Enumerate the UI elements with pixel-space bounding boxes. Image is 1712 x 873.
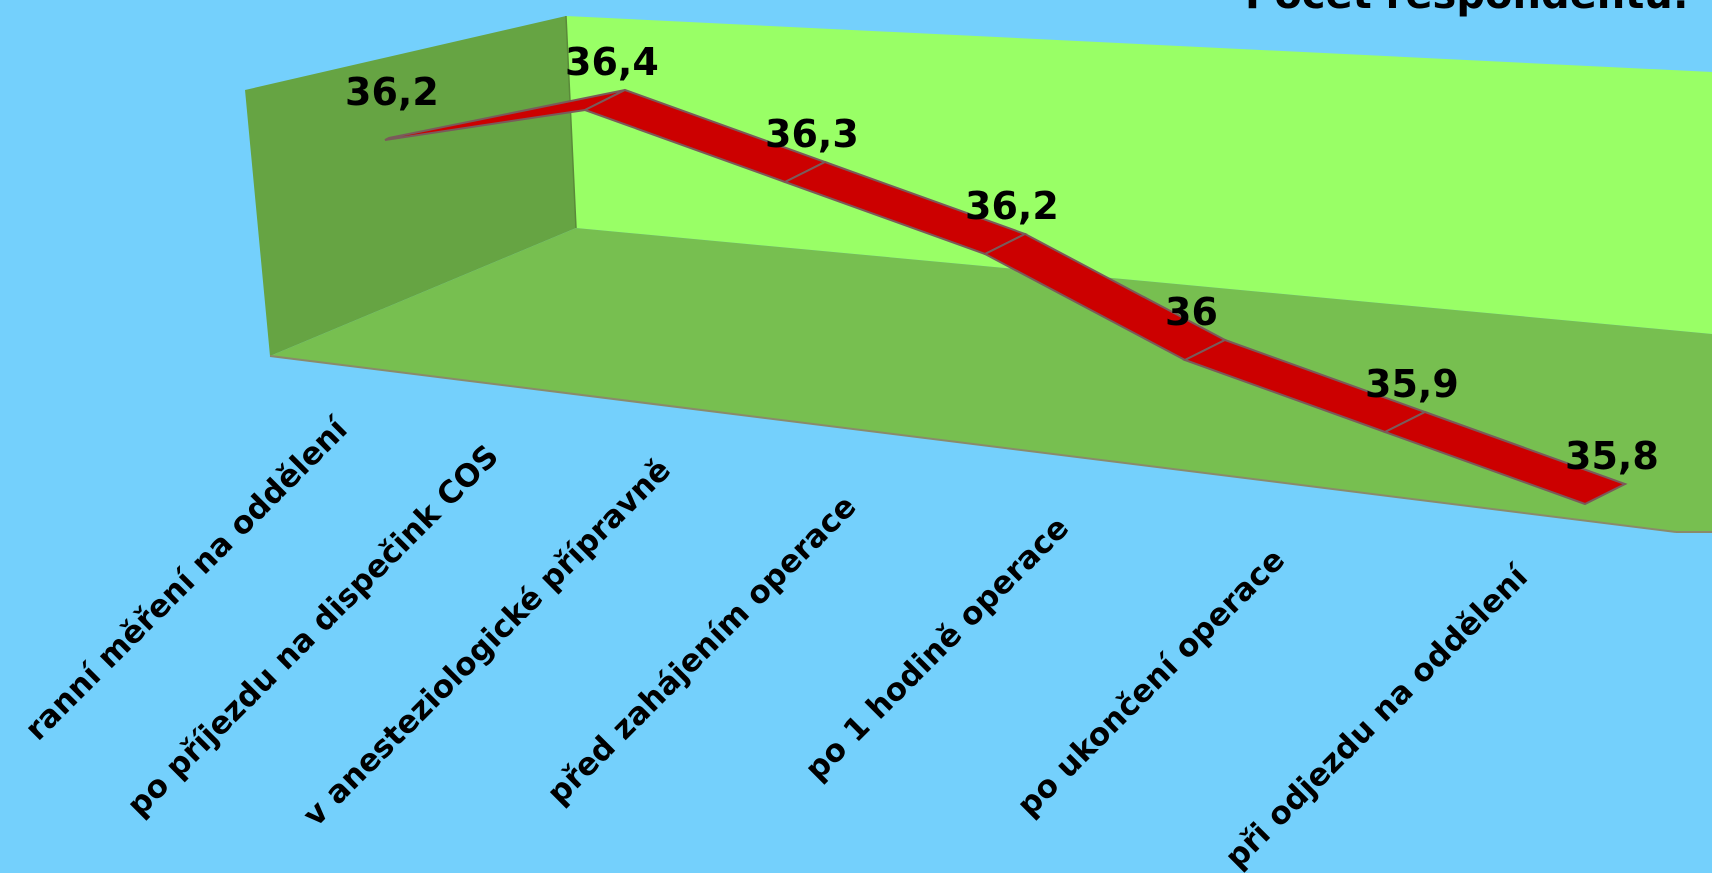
floor-edge [269, 355, 1677, 533]
data-label: 36,3 [765, 112, 859, 156]
data-label: 36 [1165, 290, 1218, 334]
category-label: ranní měření na oddělení [18, 410, 355, 747]
ribbon [384, 88, 1628, 506]
data-labels: 36,2 36,4 36,3 36,2 36 35,9 35,8 [345, 40, 1659, 478]
data-label: 36,4 [565, 40, 659, 84]
side-wall [245, 16, 576, 356]
chart-title: Počet respondentů: [1245, 0, 1689, 18]
data-label: 36,2 [965, 184, 1059, 228]
ribbon-segment [1382, 410, 1628, 506]
category-label: po ukončení operace [1010, 542, 1292, 824]
data-label: 35,8 [1565, 434, 1659, 478]
back-wall [566, 16, 1712, 334]
data-label: 36,2 [345, 70, 439, 114]
plot-walls [245, 15, 1712, 533]
category-label: v anesteziologické přípravně [296, 452, 678, 834]
category-label: při odjezdu na oddělení [1218, 558, 1536, 873]
data-label: 35,9 [1365, 362, 1459, 406]
category-label: po příjezdu na dispečink COS [120, 438, 506, 824]
wall-corner [565, 15, 577, 229]
floor [270, 228, 1712, 532]
category-label: po 1 hodině operace [798, 510, 1076, 788]
